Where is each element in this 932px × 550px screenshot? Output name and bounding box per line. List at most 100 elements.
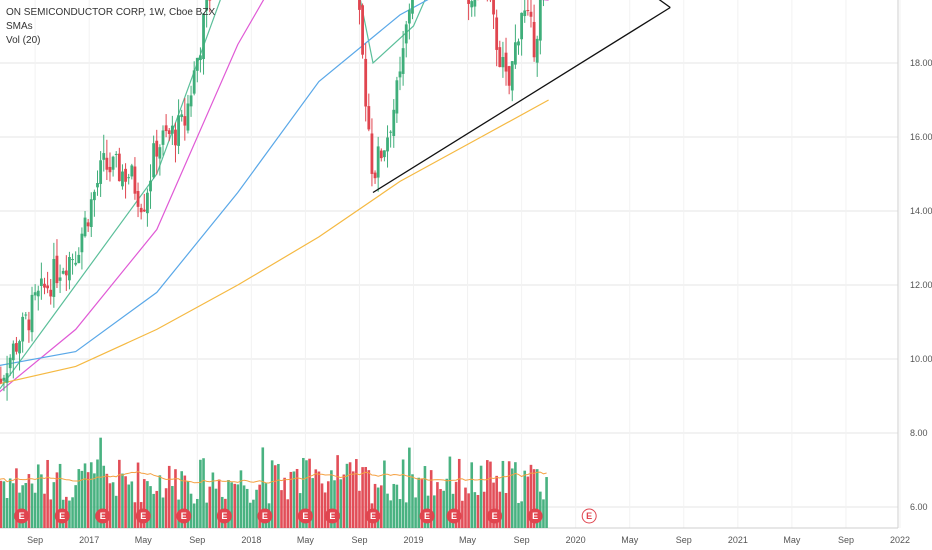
candle bbox=[86, 218, 90, 232]
earnings-marker[interactable]: E bbox=[54, 508, 70, 524]
x-tick-label: 2018 bbox=[241, 535, 261, 545]
candle bbox=[139, 203, 143, 220]
earnings-marker-circle bbox=[54, 508, 70, 524]
volume-bar bbox=[317, 471, 321, 528]
volume-bar bbox=[80, 470, 84, 528]
candle bbox=[133, 157, 137, 200]
volume-bar bbox=[414, 497, 417, 528]
candle bbox=[407, 3, 411, 40]
volume-bar bbox=[183, 475, 187, 528]
candle-body bbox=[77, 254, 81, 264]
candle bbox=[364, 43, 368, 122]
earnings-marker[interactable]: E bbox=[446, 508, 462, 524]
candle-body bbox=[74, 262, 78, 265]
candle-body bbox=[114, 153, 118, 155]
earnings-marker-circle bbox=[14, 508, 30, 524]
volume-bars bbox=[0, 437, 548, 528]
volume-bar bbox=[108, 483, 112, 528]
candle-body bbox=[127, 177, 131, 179]
candle bbox=[199, 47, 202, 73]
candle bbox=[538, 0, 542, 55]
candle bbox=[383, 150, 386, 162]
volume-bar bbox=[114, 495, 118, 528]
earnings-marker[interactable]: E bbox=[419, 508, 435, 524]
candle bbox=[71, 253, 74, 275]
candle-body bbox=[64, 270, 68, 276]
candle-body bbox=[401, 48, 405, 74]
candle-body bbox=[164, 125, 168, 132]
earnings-marker[interactable]: E bbox=[297, 508, 313, 524]
earnings-marker-label: E bbox=[100, 511, 106, 521]
candle-body bbox=[0, 378, 3, 383]
volume-bar bbox=[186, 481, 190, 528]
volume-bar bbox=[142, 479, 146, 528]
earnings-marker-circle bbox=[419, 508, 435, 524]
candle bbox=[174, 122, 177, 163]
candle bbox=[124, 163, 127, 199]
earnings-marker[interactable]: E bbox=[581, 508, 597, 524]
x-tick-label: 2020 bbox=[566, 535, 586, 545]
volume-bar bbox=[367, 470, 371, 528]
candle bbox=[358, 0, 361, 25]
candle bbox=[401, 30, 405, 86]
candle bbox=[205, 0, 209, 28]
volume-bar bbox=[535, 469, 539, 528]
candle-body bbox=[367, 106, 371, 130]
volume-bar bbox=[429, 470, 433, 528]
earnings-marker[interactable]: E bbox=[487, 508, 503, 524]
earnings-marker-label: E bbox=[329, 511, 335, 521]
candle bbox=[498, 40, 502, 68]
earnings-marker[interactable]: E bbox=[135, 508, 151, 524]
candle bbox=[136, 182, 140, 218]
sma-indicator-label[interactable]: SMAs bbox=[6, 21, 33, 32]
candle-body bbox=[83, 217, 87, 237]
earnings-marker[interactable]: E bbox=[216, 508, 232, 524]
volume-bar bbox=[501, 460, 505, 528]
candle bbox=[158, 144, 162, 176]
candle bbox=[411, 0, 414, 20]
volume-bar bbox=[105, 473, 109, 528]
symbol-title[interactable]: ON SEMICONDUCTOR CORP, 1W, Cboe BZX bbox=[6, 7, 216, 18]
candle-body bbox=[392, 109, 396, 136]
volume-bar bbox=[436, 482, 439, 528]
candle-body bbox=[96, 183, 99, 188]
candle-body bbox=[99, 160, 103, 184]
candle bbox=[117, 147, 121, 182]
earnings-marker[interactable]: E bbox=[257, 508, 273, 524]
volume-bar bbox=[36, 464, 40, 528]
volume-bar bbox=[261, 447, 265, 528]
volume-bar bbox=[199, 459, 202, 528]
candle-body bbox=[124, 168, 127, 182]
candle-body bbox=[92, 191, 96, 201]
earnings-marker[interactable]: E bbox=[95, 508, 111, 524]
candle-body bbox=[373, 172, 377, 179]
candle bbox=[398, 56, 402, 91]
volume-bar bbox=[227, 479, 230, 528]
candle-body bbox=[170, 125, 174, 134]
volume-bar bbox=[408, 447, 411, 528]
volume-bar bbox=[86, 472, 90, 528]
candle bbox=[183, 98, 187, 141]
earnings-marker[interactable]: E bbox=[527, 508, 543, 524]
candle-body bbox=[192, 70, 196, 94]
candle-body bbox=[177, 115, 180, 146]
candle bbox=[30, 286, 34, 342]
earnings-marker[interactable]: E bbox=[365, 508, 381, 524]
candle-body bbox=[532, 21, 536, 58]
candle bbox=[77, 247, 81, 264]
candle-body bbox=[36, 290, 40, 297]
candle bbox=[501, 41, 505, 78]
earnings-marker[interactable]: E bbox=[324, 508, 340, 524]
candle-body bbox=[361, 5, 364, 55]
candle bbox=[36, 285, 40, 311]
earnings-marker[interactable]: E bbox=[14, 508, 30, 524]
volume-indicator-label[interactable]: Vol (20) bbox=[6, 35, 41, 46]
earnings-marker[interactable]: E bbox=[176, 508, 192, 524]
candle-body bbox=[18, 341, 21, 354]
volume-bar bbox=[345, 463, 349, 528]
volume-bar bbox=[386, 493, 389, 528]
x-tick-label: Sep bbox=[838, 535, 854, 545]
candle-body bbox=[202, 13, 205, 60]
candle bbox=[96, 170, 99, 196]
